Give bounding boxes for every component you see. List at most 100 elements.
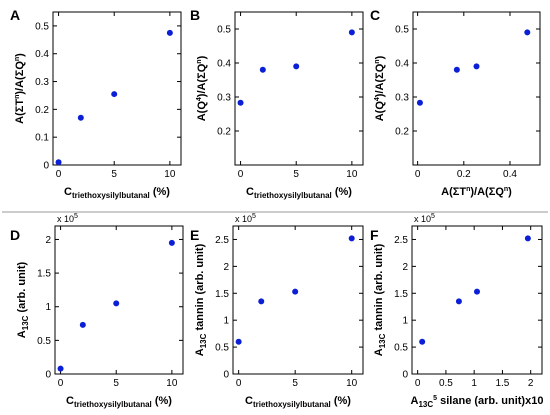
y-exponent-label: x 105 [414,213,435,224]
y-exponent-power: 5 [74,213,78,220]
y-axis-label-main: A [194,348,206,356]
y-axis-label-sup: 4 [196,97,203,101]
x-axis-label-sup: n [466,186,470,193]
y-axis-label-sup2: n [374,59,381,63]
plot-frame [232,225,364,375]
y-tick-label: 0 [45,370,51,381]
data-point [235,338,242,345]
y-tick-label: 0.4 [395,59,409,70]
y-axis-label-sup2: n [196,59,203,63]
y-axis-label: A(ΣTn)/A(ΣQn) [14,53,26,124]
panel-letter: E [190,227,199,243]
y-tick-label: 2 [402,262,408,273]
y-axis-label-tail2: ) [374,55,386,59]
x-axis-label-sub: triethoxysilylbutanal [253,400,331,409]
x-tick-label: 1 [471,378,477,389]
x-axis-label-tail: silane (arb. unit)x10 [437,395,543,407]
x-axis-label-main: A(ΣT [441,186,466,198]
x-axis-label: A13C5 silane (arb. unit)x10 [411,395,544,409]
y-tick-label: 0.5 [395,25,409,36]
data-point [79,321,86,328]
x-axis-label-tail: )/A(ΣQ [470,186,504,198]
data-point [453,66,460,73]
y-tick-label: 0.3 [395,93,409,104]
x-tick-label: 5 [293,169,299,180]
y-tick-label: 1.5 [394,289,408,300]
x-axis-label-sub: triethoxysilylbutanal [72,191,150,200]
x-axis-label-tail: (%) [150,186,171,198]
data-point [113,300,120,307]
panel-letter: C [370,7,380,23]
y-axis-label-tail: )/A(ΣQ [14,61,26,95]
y-axis-label: A(Q4)/A(ΣQn) [374,55,386,121]
x-tick-label: 0 [415,378,421,389]
y-axis-label-sub: 13C [199,333,208,348]
y-exponent-power: 5 [252,213,256,220]
y-tick-label: 0.5 [217,25,231,36]
data-point [258,298,265,305]
panel-letter: B [190,7,200,23]
y-tick-label: 0 [223,370,229,381]
x-axis-label-tail: (%) [331,395,352,407]
x-axis-label-main: C [245,395,253,407]
y-axis-label-sub: 13C [21,315,30,330]
panel-letter: D [10,227,20,243]
plot-frame [412,11,541,166]
y-tick-label: 0.4 [217,59,231,70]
y-axis-label: A13C tannin (arb. unit) [194,243,208,356]
y-axis-label: A13C (arb. unit) [16,261,30,338]
y-tick-label: 2.5 [394,235,408,246]
y-axis-label-sup2: n [14,57,21,61]
y-axis-label: A(Q4)/A(ΣQn) [196,55,208,121]
x-axis-label-tail: (%) [332,186,353,198]
data-point [524,235,531,242]
x-tick-label: 0.4 [503,169,517,180]
y-tick-label: 2 [223,262,229,273]
y-tick-label: 0.2 [217,127,231,138]
x-axis-label-main: C [66,395,74,407]
x-axis-label-sup: 5 [433,395,437,402]
x-tick-label: 0.5 [439,378,453,389]
chart-panel-c: C0 0.2 0.40.20.30.40.5A(ΣTn)/A(ΣQn)A(Q4)/A… [370,7,541,198]
x-tick-label: 10 [346,169,358,180]
y-axis-label-main: A(ΣT [14,99,26,124]
y-axis-label-sup: 4 [374,97,381,101]
x-axis-label-main: C [246,186,254,198]
y-axis-label-tail: )/A(ΣQ [374,63,386,97]
x-axis-label-sub: triethoxysilylbutanal [74,400,152,409]
y-tick-label: 1 [223,316,229,327]
x-axis-label-sub: 13C [418,400,433,409]
y-axis-label-main: A(Q [196,101,208,122]
y-axis-label-sup: n [14,95,21,99]
y-axis-label-main: A [373,348,385,356]
y-tick-label: 0.5 [215,343,229,354]
plot-frame [234,11,364,166]
panel-letter: F [370,227,379,243]
y-axis-label-main: A [16,330,28,338]
x-tick-label: 0 [236,378,242,389]
x-tick-label: 10 [164,169,176,180]
y-axis-label-tail2: ) [196,55,208,59]
y-axis-label-tail: (arb. unit) [16,261,28,315]
y-tick-label: 0 [43,161,49,172]
y-axis-label-tail: tannin (arb. unit) [373,243,385,333]
x-axis-label-tail2: ) [508,186,512,198]
data-point [524,29,531,36]
data-point [237,99,244,106]
data-point [474,288,480,295]
y-exponent-base: x 10 [57,214,74,224]
y-tick-label: 0.5 [394,343,408,354]
y-axis-label-tail: )/A(ΣQ [196,63,208,97]
x-axis-label: Ctriethoxysilylbutanal (%) [66,395,172,409]
data-point [166,29,173,36]
panel-letter: A [10,7,20,23]
y-tick-label: 1 [402,316,408,327]
y-tick-label: 2 [45,235,51,246]
y-tick-label: 0.2 [395,127,409,138]
y-tick-label: 0.3 [217,93,231,104]
x-axis-label-sup2: n [504,186,508,193]
y-tick-label: 2.5 [215,235,229,246]
data-point [293,63,300,70]
y-axis-label-main: A(Q [374,101,386,122]
